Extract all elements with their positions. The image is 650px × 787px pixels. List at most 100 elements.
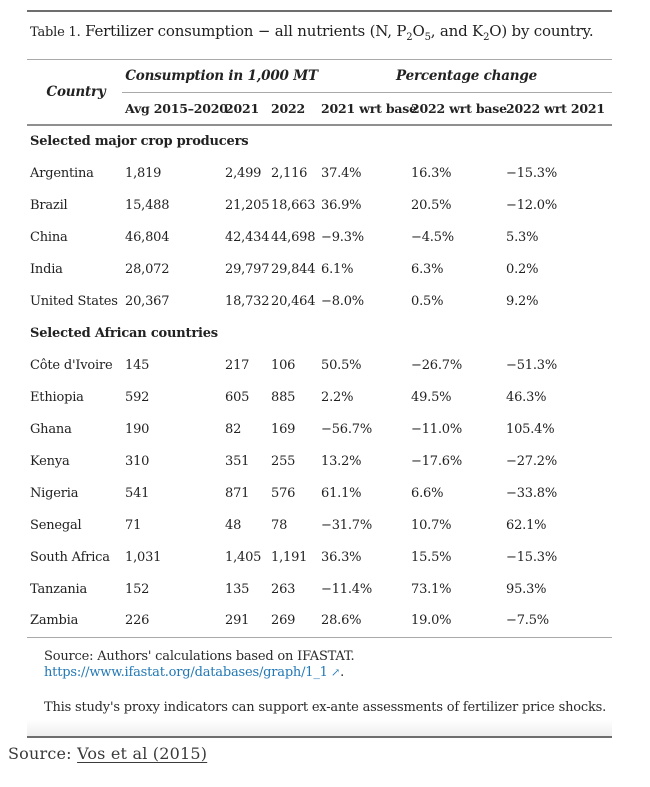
value-cell: 10.7% bbox=[411, 517, 452, 533]
table-row: Brazil 15,488 21,205 18,663 36.9% 20.5% −12.0% bbox=[27, 189, 612, 221]
country-cell: Brazil bbox=[30, 197, 68, 213]
value-cell: 18,732 bbox=[225, 293, 270, 309]
value-cell: −11.0% bbox=[411, 421, 463, 437]
value-cell: 592 bbox=[125, 389, 150, 405]
value-cell: 20,464 bbox=[271, 293, 316, 309]
value-cell: 6.3% bbox=[411, 261, 444, 277]
value-cell: 29,797 bbox=[225, 261, 270, 277]
value-cell: 541 bbox=[125, 485, 150, 501]
page-source-caption: Source: Vos et al (2015) bbox=[8, 744, 207, 763]
table-row: Ghana 190 82 169 −56.7% −11.0% 105.4% bbox=[27, 413, 612, 445]
column-header-country: Country bbox=[27, 60, 122, 126]
column-header-2022-wrt-base: 2022 wrt base bbox=[408, 92, 507, 126]
value-cell: 1,405 bbox=[225, 549, 262, 565]
value-cell: 46,804 bbox=[125, 229, 170, 245]
country-cell: Tanzania bbox=[30, 581, 88, 597]
country-cell: Ethiopia bbox=[30, 389, 84, 405]
country-cell: Ghana bbox=[30, 421, 72, 437]
table-title: Table 1. Fertilizer consumption − all nu… bbox=[27, 12, 612, 60]
country-cell: Côte d'Ivoire bbox=[30, 357, 113, 373]
country-cell: Nigeria bbox=[30, 485, 79, 501]
value-cell: 78 bbox=[271, 517, 288, 533]
fertilizer-table: Country Consumption in 1,000 MT Percenta… bbox=[27, 60, 613, 638]
value-cell: −15.3% bbox=[506, 549, 558, 565]
value-cell: 61.1% bbox=[321, 485, 362, 501]
value-cell: 6.6% bbox=[411, 485, 444, 501]
section-label: Selected major crop producers bbox=[30, 134, 249, 149]
table-row: United States 20,367 18,732 20,464 −8.0% 0.5%… bbox=[27, 285, 612, 317]
value-cell: 28.6% bbox=[318, 605, 409, 638]
table-number-label: Table 1. bbox=[30, 25, 81, 40]
table-row: India 28,072 29,797 29,844 6.1% 6.3% 0.2% bbox=[27, 253, 612, 285]
value-cell: 0.2% bbox=[506, 261, 539, 277]
value-cell: 15,488 bbox=[125, 197, 170, 213]
value-cell: 16.3% bbox=[411, 165, 452, 181]
value-cell: 2,116 bbox=[271, 165, 308, 181]
value-cell: 106 bbox=[271, 357, 296, 373]
vos-et-al-link[interactable]: Vos et al (2015) bbox=[77, 744, 208, 763]
table-row: Tanzania 152 135 263 −11.4% 73.1% 95.3% bbox=[27, 573, 612, 605]
value-cell: 21,205 bbox=[225, 197, 270, 213]
value-cell: −4.5% bbox=[411, 229, 454, 245]
source-note: Source: Authors' calculations based on I… bbox=[44, 649, 612, 681]
section-row: Selected African countries bbox=[27, 317, 612, 349]
value-cell: 13.2% bbox=[321, 453, 362, 469]
value-cell: −15.3% bbox=[506, 165, 558, 181]
country-cell: Kenya bbox=[30, 453, 70, 469]
country-cell: South Africa bbox=[30, 549, 110, 565]
sub-header-row: Avg 2015–2020 2021 2022 2021 wrt base 20… bbox=[27, 92, 613, 126]
value-cell: −12.0% bbox=[506, 197, 558, 213]
value-cell: −51.3% bbox=[506, 357, 558, 373]
value-cell: 50.5% bbox=[321, 357, 362, 373]
study-note: This study's proxy indicators can suppor… bbox=[44, 699, 607, 715]
value-cell: 71 bbox=[125, 517, 142, 533]
value-cell: 18,663 bbox=[271, 197, 316, 213]
group-header-row: Country Consumption in 1,000 MT Percenta… bbox=[27, 60, 613, 126]
value-cell: −9.3% bbox=[321, 229, 364, 245]
table-footer: Source: Authors' calculations based on I… bbox=[27, 638, 612, 738]
country-cell: Senegal bbox=[30, 517, 82, 533]
value-cell: 36.9% bbox=[321, 197, 362, 213]
value-cell: 2.2% bbox=[321, 389, 354, 405]
value-cell: 36.3% bbox=[321, 549, 362, 565]
value-cell: 105.4% bbox=[506, 421, 555, 437]
value-cell: 2,499 bbox=[225, 165, 262, 181]
value-cell: 217 bbox=[225, 357, 250, 373]
table-row: South Africa 1,031 1,405 1,191 36.3% 15.5% −15… bbox=[27, 541, 612, 573]
value-cell: −31.7% bbox=[321, 517, 373, 533]
column-group-consumption: Consumption in 1,000 MT bbox=[122, 60, 319, 93]
value-cell: −8.0% bbox=[321, 293, 364, 309]
value-cell: 82 bbox=[225, 421, 242, 437]
ifastat-link[interactable]: https://www.ifastat.org/databases/graph/… bbox=[44, 664, 328, 680]
table-row: Ethiopia 592 605 885 2.2% 49.5% 46.3% bbox=[27, 381, 612, 413]
value-cell: −26.7% bbox=[411, 357, 463, 373]
column-header-avg: Avg 2015–2020 bbox=[122, 92, 228, 126]
value-cell: 5.3% bbox=[506, 229, 539, 245]
value-cell: 37.4% bbox=[321, 165, 362, 181]
table-row: Côte d'Ivoire 145 217 106 50.5% −26.7% −51.3% bbox=[27, 349, 612, 381]
value-cell: −11.4% bbox=[321, 581, 373, 597]
column-header-2021: 2021 bbox=[222, 92, 268, 126]
value-cell: 1,191 bbox=[271, 549, 308, 565]
table-row: Nigeria 541 871 576 61.1% 6.6% −33.8% bbox=[27, 477, 612, 509]
value-cell: 135 bbox=[225, 581, 250, 597]
value-cell: 1,819 bbox=[125, 165, 162, 181]
value-cell: 263 bbox=[271, 581, 296, 597]
value-cell: 1,031 bbox=[125, 549, 162, 565]
caption-prefix: Source: bbox=[8, 744, 78, 763]
value-cell: 95.3% bbox=[506, 581, 547, 597]
value-cell: 62.1% bbox=[506, 517, 547, 533]
value-cell: 29,844 bbox=[271, 261, 316, 277]
value-cell: 145 bbox=[125, 357, 150, 373]
value-cell: 871 bbox=[225, 485, 250, 501]
value-cell: 0.5% bbox=[411, 293, 444, 309]
table-row: Argentina 1,819 2,499 2,116 37.4% 16.3% −15.3% bbox=[27, 157, 612, 189]
country-cell: India bbox=[30, 261, 63, 277]
column-group-percentage: Percentage change bbox=[318, 60, 613, 93]
value-cell: 269 bbox=[268, 605, 319, 638]
value-cell: 49.5% bbox=[411, 389, 452, 405]
country-cell: Argentina bbox=[30, 165, 94, 181]
value-cell: 885 bbox=[271, 389, 296, 405]
table-title-text: Fertilizer consumption − all nutrients (… bbox=[80, 22, 594, 43]
